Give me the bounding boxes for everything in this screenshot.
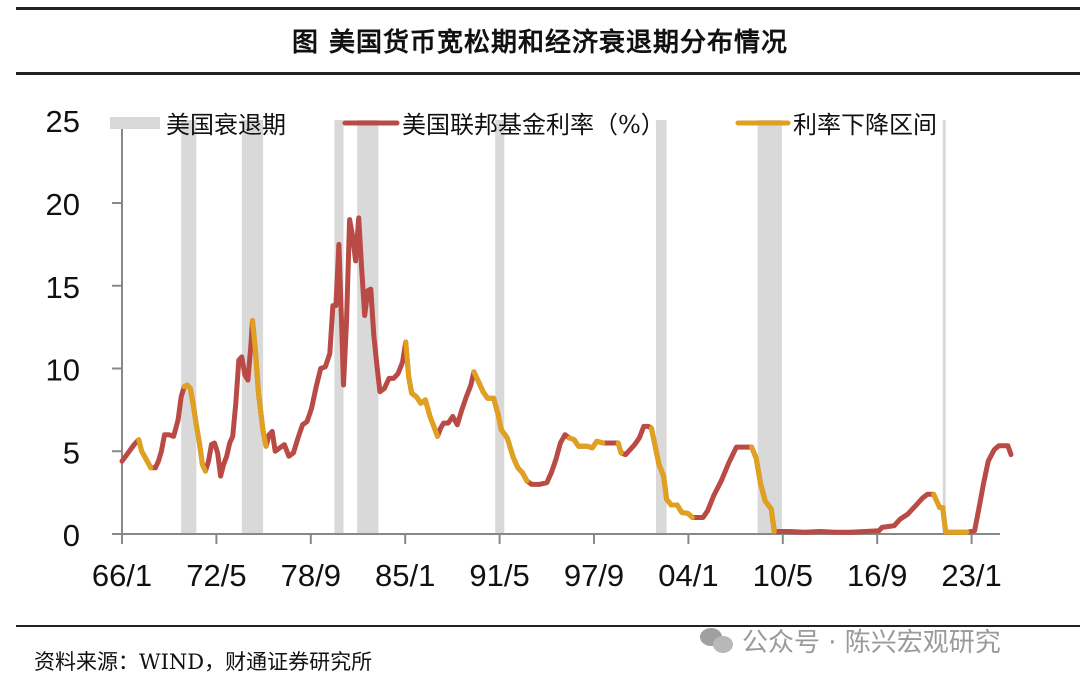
rate-cut-segment <box>136 437 154 471</box>
rate-cut-segment <box>615 440 624 456</box>
recession-bar <box>334 120 344 534</box>
y-tick-label: 10 <box>46 353 80 388</box>
recession-bar <box>357 120 379 534</box>
rate-cut-segment <box>250 318 269 449</box>
x-tick-label: 04/1 <box>658 558 718 593</box>
x-tick-label: 91/5 <box>469 558 529 593</box>
legend-recession-label: 美国衰退期 <box>166 111 286 139</box>
top-rule <box>16 7 1080 10</box>
watermark: 公众号 · 陈兴宏观研究 <box>700 622 1001 659</box>
y-tick-label: 25 <box>46 104 80 139</box>
chart-title: 图 美国货币宽松期和经济衰退期分布情况 <box>291 28 789 58</box>
x-tick-label: 97/9 <box>564 558 624 593</box>
rate-cut-segment <box>567 435 606 451</box>
title-underline <box>16 72 1080 75</box>
x-tick-label: 10/5 <box>753 558 813 593</box>
chart-area: 0 5 10 15 20 25 66/1 72/5 78/9 85/1 91/5 97/9 04/1 10… <box>46 104 1014 593</box>
x-tick-label: 72/5 <box>186 558 246 593</box>
x-tick-label: 16/9 <box>847 558 907 593</box>
rate-cut-segment <box>181 382 208 474</box>
legend-rate-label: 美国联邦基金利率（%） <box>402 111 665 139</box>
x-tick-label: 85/1 <box>375 558 435 593</box>
rate-cut-segment <box>403 339 440 439</box>
recession-bar <box>495 120 505 534</box>
rate-cut-segment <box>648 425 695 520</box>
x-tick-label: 78/9 <box>281 558 341 593</box>
wechat-icon <box>700 627 734 654</box>
rate-cut-segment <box>471 369 530 484</box>
rate-cut-segment <box>931 491 970 535</box>
y-tick-label: 20 <box>46 187 80 222</box>
x-tick-label: 23/1 <box>941 558 1001 593</box>
bottom-rule <box>16 625 1080 627</box>
y-tick-label: 0 <box>63 518 80 553</box>
recession-bar <box>181 120 197 534</box>
legend-cut-label: 利率下降区间 <box>793 111 937 139</box>
x-tick-label: 66/1 <box>92 558 152 593</box>
y-tick-label: 15 <box>46 270 80 305</box>
recession-bar <box>655 120 667 534</box>
recession-bar <box>757 120 782 534</box>
rate-cut-segment <box>749 444 777 534</box>
legend-recession-swatch <box>110 117 160 129</box>
recession-bar <box>942 120 946 534</box>
watermark-text: 公众号 · 陈兴宏观研究 <box>742 628 1001 658</box>
source-note: 资料来源：WIND，财通证券研究所 <box>34 650 373 674</box>
y-tick-label: 5 <box>63 435 80 470</box>
